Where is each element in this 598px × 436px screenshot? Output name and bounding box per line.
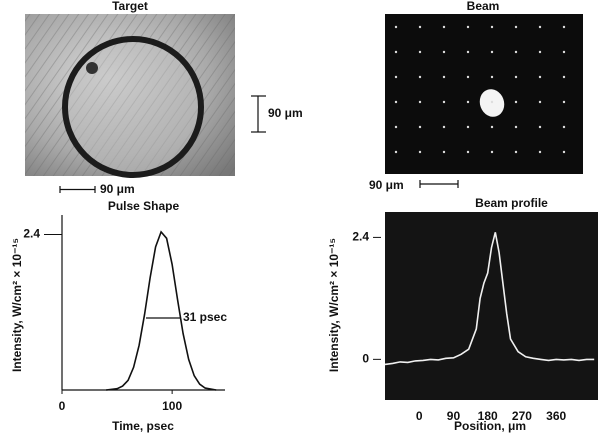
grid-dot	[490, 125, 494, 129]
grid-dot	[490, 25, 494, 29]
grid-dot	[562, 150, 566, 154]
grid-dot	[466, 150, 470, 154]
grid-dot	[538, 150, 542, 154]
grid-dot	[538, 125, 542, 129]
target-title: Target	[112, 0, 148, 13]
grid-dot	[562, 75, 566, 79]
x-tick-label: 90	[447, 409, 461, 423]
scale-label: 90 μm	[369, 178, 404, 192]
grid-dot	[562, 50, 566, 54]
scale-label: 90 μm	[100, 182, 135, 196]
chart-title: Pulse Shape	[108, 199, 180, 213]
grid-dot	[418, 100, 422, 104]
grid-dot	[514, 25, 518, 29]
y-tick-label: 2.4	[352, 230, 369, 244]
grid-dot	[442, 25, 446, 29]
grid-dot	[538, 75, 542, 79]
grid-dot	[394, 50, 398, 54]
grid-dot	[442, 150, 446, 154]
y-axis-label: Intensity, W/cm² × 10⁻¹⁵	[327, 238, 341, 372]
grid-dot	[490, 100, 494, 104]
grid-dot	[418, 125, 422, 129]
y-axis-label: Intensity, W/cm² × 10⁻¹⁵	[10, 238, 24, 372]
grid-dot	[466, 25, 470, 29]
grid-dot	[562, 125, 566, 129]
grid-dot	[466, 100, 470, 104]
grid-dot	[466, 125, 470, 129]
grid-dot	[394, 75, 398, 79]
y-tick-label: 2.4	[23, 227, 40, 241]
grid-dot	[394, 150, 398, 154]
grid-dot	[442, 75, 446, 79]
chart-title: Beam profile	[475, 196, 548, 210]
grid-dot	[562, 100, 566, 104]
grid-dot	[514, 150, 518, 154]
target-photo	[25, 14, 235, 178]
plot-background	[385, 212, 598, 400]
grid-dot	[466, 75, 470, 79]
data-line	[106, 230, 217, 391]
grid-dot	[490, 150, 494, 154]
grid-dot	[418, 50, 422, 54]
y-tick-label: 0	[362, 352, 369, 366]
grid-dot	[514, 100, 518, 104]
annotation: 31 psec	[183, 310, 227, 324]
grid-dot	[538, 100, 542, 104]
x-tick-label: 180	[478, 409, 498, 423]
grid-dot	[490, 75, 494, 79]
beam-title: Beam	[467, 0, 500, 13]
x-tick-label: 360	[546, 409, 566, 423]
grid-dot	[394, 125, 398, 129]
x-tick-label: 0	[416, 409, 423, 423]
grid-dot	[418, 75, 422, 79]
grid-dot	[538, 25, 542, 29]
beam-photo	[385, 14, 583, 174]
grid-dot	[490, 50, 494, 54]
grid-dot	[394, 25, 398, 29]
grid-dot	[538, 50, 542, 54]
grid-dot	[418, 25, 422, 29]
grid-dot	[418, 150, 422, 154]
data-line	[384, 232, 595, 366]
grid-dot	[442, 125, 446, 129]
grid-dot	[514, 125, 518, 129]
grid-dot	[514, 75, 518, 79]
x-axis-label: Position, μm	[454, 419, 526, 433]
x-tick-label: 0	[59, 399, 66, 413]
scale-label: 90 μm	[268, 106, 303, 120]
grid-dot	[514, 50, 518, 54]
grid-dot	[562, 25, 566, 29]
x-tick-label: 100	[162, 399, 182, 413]
grid-dot	[394, 100, 398, 104]
grid-dot	[442, 100, 446, 104]
grid-dot	[442, 50, 446, 54]
grid-dot	[466, 50, 470, 54]
x-axis-label: Time, psec	[112, 419, 174, 433]
scale-bar	[59, 95, 459, 193]
x-tick-label: 270	[512, 409, 532, 423]
